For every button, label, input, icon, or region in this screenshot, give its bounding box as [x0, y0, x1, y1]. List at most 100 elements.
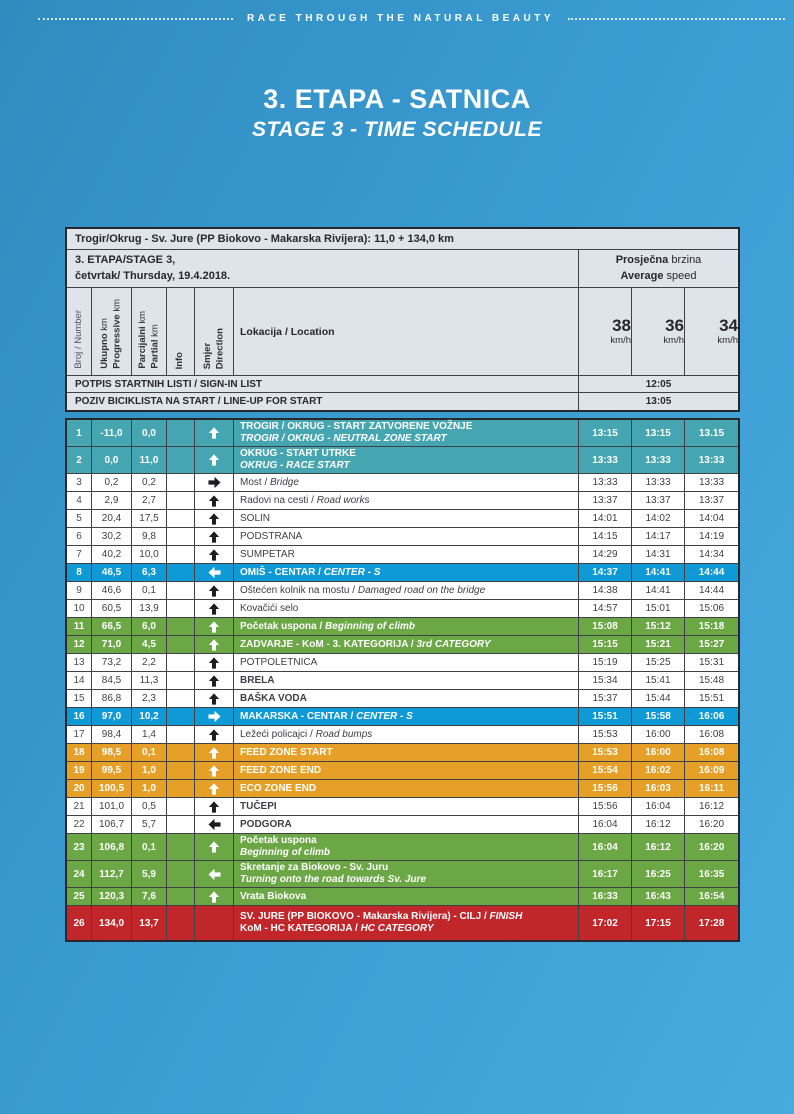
partial-km: 0,1 [132, 744, 167, 761]
partial-km: 0,1 [132, 834, 167, 860]
left-arrow-icon [207, 868, 221, 881]
up-arrow-icon [208, 512, 220, 525]
time-38: 16:04 [579, 816, 632, 833]
info-cell [167, 762, 195, 779]
column-header-location: Lokacija / Location [234, 288, 579, 375]
up-arrow-icon [208, 800, 220, 813]
time-34: 16:20 [698, 819, 725, 830]
time-38: 16:17 [579, 861, 632, 887]
time-36: 14:41 [632, 564, 685, 581]
partial-km: 7,6 [132, 888, 167, 905]
partial-km: 9,8 [132, 528, 167, 545]
table-row: 2 0,0 11,0 OKRUG - START UTRKE OKRUG - R… [67, 447, 738, 474]
table-row: 26 134,0 13,7 SV. JURE (PP BIOKOVO - Mak… [67, 906, 738, 940]
signin-label: POTPIS STARTNIH LISTI / SIGN-IN LIST [67, 376, 579, 392]
time-38: 15:56 [579, 798, 632, 815]
time-36: 16:04 [632, 798, 685, 815]
info-cell [167, 744, 195, 761]
time-38: 13:33 [579, 474, 632, 491]
direction-cell [195, 672, 234, 689]
tagline-left-rule [38, 17, 233, 20]
time-36: 15:41 [632, 672, 685, 689]
time-38: 15:56 [579, 780, 632, 797]
time-38: 15:15 [579, 636, 632, 653]
info-cell [167, 816, 195, 833]
up-arrow-icon [208, 620, 220, 633]
column-header-row: Broj / Number Ukupno km Progressive km P… [67, 288, 738, 376]
time-36: 14:31 [632, 546, 685, 563]
time-36: 16:00 [632, 726, 685, 743]
speed-38-header: 38 km/h [579, 288, 632, 375]
info-cell [167, 708, 195, 725]
time-34: 16:09 [698, 765, 725, 776]
progressive-km: 98,4 [92, 726, 132, 743]
partial-km: 17,5 [132, 510, 167, 527]
time-34: 16:08 [698, 747, 725, 758]
progressive-km: 100,5 [92, 780, 132, 797]
time-34: 16:35 [698, 868, 725, 880]
direction-cell [195, 528, 234, 545]
time-36: 14:17 [632, 528, 685, 545]
row-number: 20 [67, 780, 92, 797]
progressive-km: 101,0 [92, 798, 132, 815]
row-number: 23 [67, 834, 92, 860]
up-arrow-icon [208, 890, 220, 903]
direction-cell [195, 834, 234, 860]
column-header-info: Info [167, 288, 195, 375]
info-cell [167, 564, 195, 581]
direction-cell [195, 690, 234, 707]
partial-km: 1,0 [132, 762, 167, 779]
stage-name: 3. ETAPA/STAGE 3, [75, 254, 176, 267]
row-number: 3 [67, 474, 92, 491]
up-arrow-icon [208, 584, 220, 597]
location-cell: TUČEPI [234, 798, 579, 815]
progressive-km: 99,5 [92, 762, 132, 779]
time-38: 13:33 [579, 447, 632, 473]
partial-km: 1,0 [132, 780, 167, 797]
row-number: 16 [67, 708, 92, 725]
time-34: 15:18 [698, 621, 725, 632]
right-arrow-icon [207, 710, 221, 723]
route-title: Trogir/Okrug - Sv. Jure (PP Biokovo - Ma… [67, 229, 738, 250]
left-arrow-icon [207, 818, 221, 831]
time-36: 16:12 [632, 816, 685, 833]
partial-km: 6,0 [132, 618, 167, 635]
time-38: 14:38 [579, 582, 632, 599]
partial-km: 0,1 [132, 582, 167, 599]
average-speed-hr: Prosječna brzina [615, 254, 702, 267]
up-arrow-icon [208, 638, 220, 651]
title-block: 3. ETAPA - SATNICA STAGE 3 - TIME SCHEDU… [0, 84, 794, 142]
up-arrow-icon [208, 782, 220, 795]
time-36: 13:33 [632, 474, 685, 491]
partial-km: 2,7 [132, 492, 167, 509]
table-row: 7 40,2 10,0 SUMPETAR 14:29 14:31 14:34 [67, 546, 738, 564]
time-34: 15:51 [698, 693, 725, 704]
location-cell: OKRUG - START UTRKE OKRUG - RACE START [234, 447, 579, 473]
time-34: 14:44 [698, 585, 725, 596]
table-row: 18 98,5 0,1 FEED ZONE START 15:53 16:00 … [67, 744, 738, 762]
row-number: 2 [67, 447, 92, 473]
up-arrow-icon [208, 728, 220, 741]
progressive-km: 106,7 [92, 816, 132, 833]
time-34: 14:19 [698, 531, 725, 542]
row-number: 17 [67, 726, 92, 743]
time-34: 13:33 [698, 477, 725, 488]
table-row: 10 60,5 13,9 Kovačići selo 14:57 15:01 1… [67, 600, 738, 618]
info-cell [167, 528, 195, 545]
direction-cell [195, 816, 234, 833]
location-cell: SV. JURE (PP BIOKOVO - Makarska Rivijera… [234, 906, 579, 940]
info-cell [167, 420, 195, 446]
time-36: 16:25 [632, 861, 685, 887]
partial-km: 13,7 [132, 906, 167, 940]
row-number: 25 [67, 888, 92, 905]
progressive-km: 2,9 [92, 492, 132, 509]
signin-time: 12:05 [645, 378, 672, 390]
row-number: 10 [67, 600, 92, 617]
time-38: 14:37 [579, 564, 632, 581]
location-cell: FEED ZONE START [234, 744, 579, 761]
location-cell: PODGORA [234, 816, 579, 833]
location-cell: SUMPETAR [234, 546, 579, 563]
progressive-km: 0,0 [92, 447, 132, 473]
info-cell [167, 654, 195, 671]
table-row: 8 46,5 6,3 OMIŠ - CENTAR / CENTER - S 14… [67, 564, 738, 582]
